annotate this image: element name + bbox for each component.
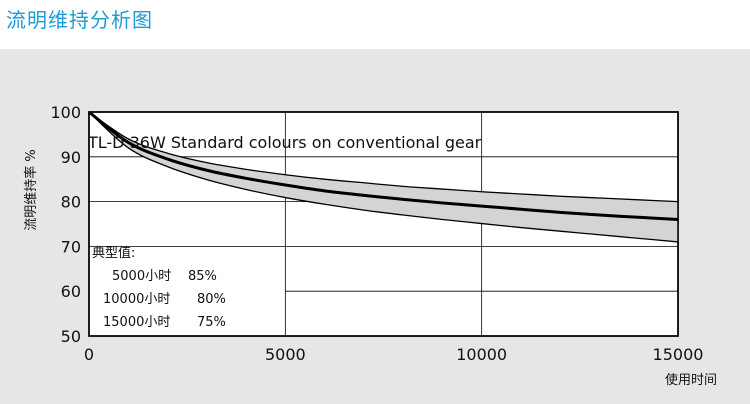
x-axis-label: 使用时间 <box>665 372 717 388</box>
series-upper-line <box>88 111 679 203</box>
plot-frame <box>88 111 679 337</box>
y-tick-label-70: 70 <box>61 237 81 256</box>
annotation-hours-5000: 5000小时 <box>112 269 171 284</box>
y-tick-label-80: 80 <box>61 193 81 212</box>
typical-values-annotation: 典型值: 5000小时 85% 10000小时 80% 15000小时 75% <box>92 245 226 330</box>
x-axis-ticks: 0 5000 10000 15000 <box>84 345 704 364</box>
y-tick-label-100: 100 <box>50 103 81 122</box>
annotation-hours-10000: 10000小时 <box>103 292 170 307</box>
annotation-value-5000: 85% <box>188 269 217 284</box>
y-tick-label-50: 50 <box>61 327 81 346</box>
x-tick-label-0: 0 <box>84 345 94 364</box>
annotation-value-15000: 75% <box>197 315 226 330</box>
y-axis-label: 流明维持率 % <box>23 149 39 231</box>
y-tick-label-90: 90 <box>61 148 81 167</box>
grid-lines <box>89 112 678 336</box>
series-lower-line <box>88 111 679 243</box>
series-typical-line <box>88 110 679 222</box>
y-tick-label-60: 60 <box>61 282 81 301</box>
chart-panel: TL-D 36W Standard colours on conventiona… <box>0 49 750 404</box>
annotation-value-10000: 80% <box>197 292 226 307</box>
y-axis-ticks: 100 90 80 70 60 50 <box>50 103 81 346</box>
annotation-heading: 典型值: <box>92 245 135 261</box>
page-title: 流明维持分析图 <box>6 8 153 32</box>
annotation-hours-15000: 15000小时 <box>103 315 170 330</box>
x-tick-label-10000: 10000 <box>456 345 507 364</box>
x-tick-label-15000: 15000 <box>653 345 704 364</box>
chart-title: TL-D 36W Standard colours on conventiona… <box>87 133 482 152</box>
lumen-maintenance-chart: TL-D 36W Standard colours on conventiona… <box>23 103 717 388</box>
x-tick-label-5000: 5000 <box>265 345 306 364</box>
